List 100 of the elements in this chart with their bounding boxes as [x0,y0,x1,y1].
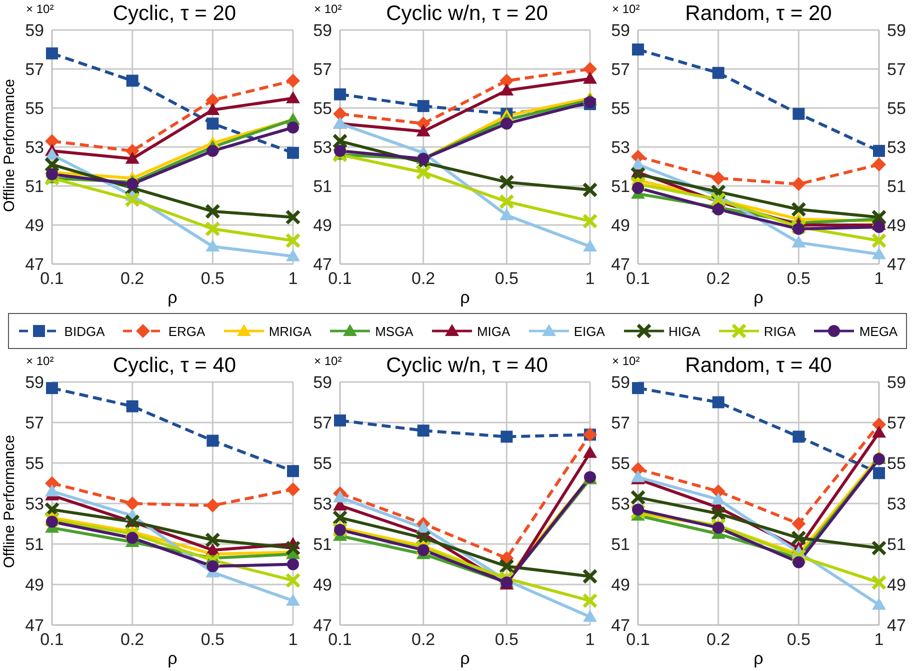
legend-label: EIGA [574,324,605,338]
y-tick-label: 53 [611,138,630,158]
y-tick-label: 49 [25,216,44,236]
y-tick-label: 55 [611,454,630,474]
y-tick-label: 53 [25,138,44,158]
x-tick-label: 0.5 [786,630,810,650]
x-tick-label: 0.1 [626,269,650,288]
x-tick-label: 0.5 [786,269,810,288]
y-axis-title: Offline Performance [1,434,19,570]
x-tick-label: 1 [874,269,884,288]
y-tick-label: 59 [313,21,332,40]
text: × 10² [612,2,640,16]
y-tick-label: 51 [611,535,630,554]
y2-tick-label: 51 [887,535,906,554]
y2-tick-label: 53 [887,494,906,514]
x-tick-label: 0.2 [706,269,730,288]
y-tick-label: 49 [611,216,630,236]
text: × 10² [612,354,640,368]
y-tick-label: 59 [25,21,44,40]
x-axis-title: ρ [166,649,178,669]
x-tick-label: 0.2 [120,630,144,650]
chart-title: Random, τ = 40 [684,354,833,378]
x-tick-label: 1 [288,269,298,288]
y-tick-label: 57 [25,60,44,80]
legend-label: HIGA [668,324,700,338]
x-tick-label: 0.5 [494,269,518,288]
x-axis-title: ρ [459,649,471,669]
y-tick-label: 51 [25,177,44,196]
y2-tick-label: 59 [887,373,906,392]
y2-tick-label: 49 [887,576,906,595]
y2-tick-label: 55 [887,454,906,474]
y2-tick-label: 57 [887,414,906,433]
y-tick-label: 57 [611,60,630,80]
x-axis-title: ρ [752,649,764,669]
x-tick-label: 0.1 [328,269,352,288]
x-tick-label: 0.5 [200,269,224,288]
x-tick-label: 1 [874,630,884,650]
y-tick-label: 49 [313,216,332,236]
y-tick-label: 57 [611,414,630,433]
legend-label: RIGA [764,324,796,338]
legend-label: BIDGA [64,324,105,338]
x-tick-label: 0.5 [494,630,518,650]
x-tick-label: 0.2 [412,269,436,288]
y2-tick-label: 49 [887,216,906,236]
chart-title: Random, τ = 20 [684,2,833,26]
legend-label: ERGA [168,324,206,338]
y-tick-label: 57 [25,414,44,433]
y2-tick-label: 55 [887,99,906,118]
x-axis-title: ρ [166,288,178,308]
y-axis-title: Offline Performance [1,77,19,214]
x-tick-label: 0.1 [626,630,650,650]
y-tick-label: 53 [313,138,332,158]
y-tick-label: 51 [611,177,630,196]
y2-tick-label: 51 [887,177,906,196]
y2-tick-label: 47 [887,616,906,636]
y-tick-label: 55 [313,99,332,118]
x-tick-label: 1 [585,269,595,288]
y-tick-label: 51 [25,535,44,554]
y-tick-label: 53 [313,494,332,514]
y-tick-label: 53 [611,494,630,514]
y-tick-label: 59 [313,373,332,392]
text: × 10² [26,2,54,16]
y2-tick-label: 57 [887,60,906,80]
chart-title: Cyclic, τ = 20 [112,2,238,26]
y-tick-label: 55 [25,454,44,474]
x-tick-label: 1 [288,630,298,650]
legend-label: MIGA [476,324,510,338]
y-tick-label: 59 [611,21,630,40]
y-tick-label: 55 [25,99,44,118]
y-tick-label: 55 [313,454,332,474]
y2-tick-label: 59 [887,21,906,40]
legend-label: MSGA [375,324,414,338]
x-tick-label: 0.2 [120,269,144,288]
y2-tick-label: 53 [887,138,906,158]
x-tick-label: 0.1 [40,269,64,288]
x-tick-label: 0.1 [328,630,352,650]
chart-title: Cyclic w/n, τ = 20 [385,2,549,26]
y-tick-label: 57 [313,414,332,433]
y-tick-label: 49 [25,576,44,595]
y-tick-label: 59 [25,373,44,392]
legend-label: MRIGA [268,324,312,338]
chart-title: Cyclic, τ = 40 [112,354,238,378]
x-tick-label: 0.2 [706,630,730,650]
y-tick-label: 59 [611,373,630,392]
y-tick-label: 49 [611,576,630,595]
chart-title: Cyclic w/n, τ = 40 [385,354,549,378]
x-axis-title: ρ [752,288,764,308]
x-tick-label: 0.1 [40,630,64,650]
y-tick-label: 57 [313,60,332,80]
text: × 10² [314,354,342,368]
text: × 10² [26,354,54,368]
x-axis-title: ρ [459,288,471,308]
y-tick-label: 51 [313,177,332,196]
x-tick-label: 0.2 [412,630,436,650]
y-tick-label: 49 [313,576,332,595]
legend-label: MEGA [859,324,898,338]
y2-tick-label: 47 [887,255,906,274]
text: × 10² [314,2,342,16]
y-tick-label: 51 [313,535,332,554]
y-tick-label: 55 [611,99,630,118]
